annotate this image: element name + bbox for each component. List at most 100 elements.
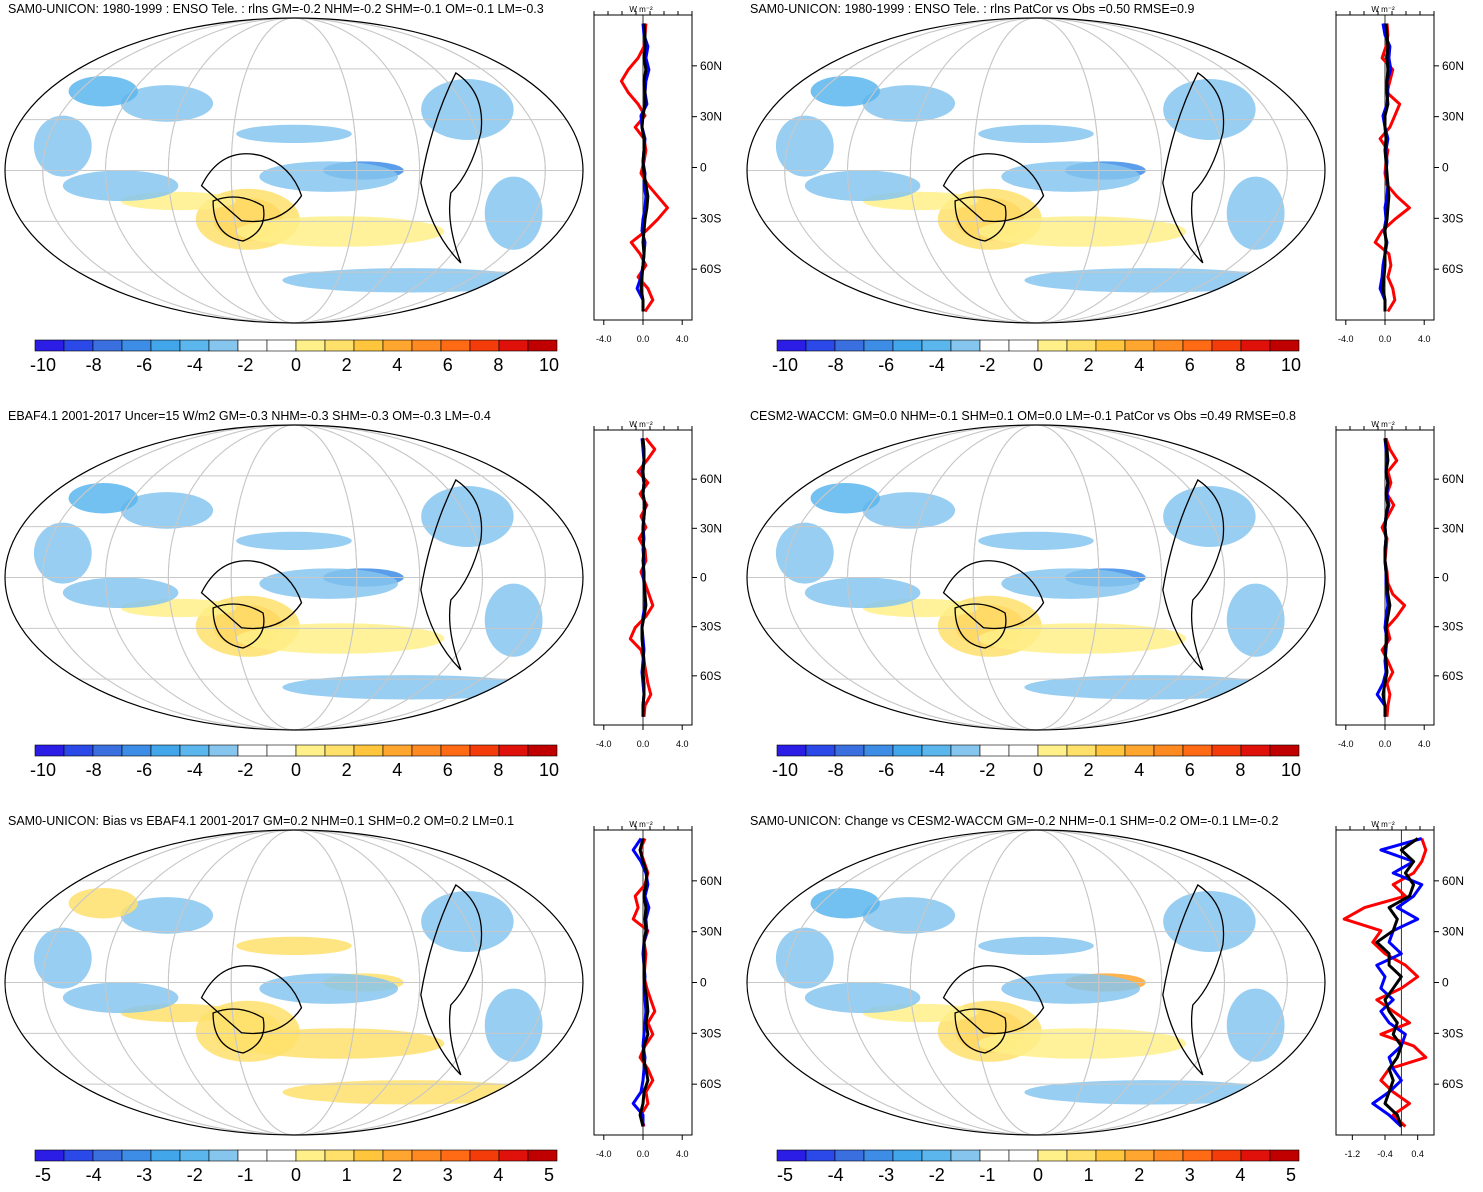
- colorbar-swatch: [527, 339, 558, 352]
- colorbar-swatch: [34, 1149, 65, 1162]
- map-field: [747, 18, 1325, 323]
- anomaly-region: [68, 887, 138, 919]
- colorbar-label: -8: [828, 355, 844, 375]
- colorbar-swatch: [1182, 744, 1213, 757]
- colorbar-swatch: [237, 744, 268, 757]
- colorbar-label: -10: [30, 760, 56, 780]
- colorbar-label: 3: [1185, 1165, 1195, 1185]
- colorbar-swatch: [1240, 1149, 1271, 1162]
- graticule-meridian: [972, 18, 1100, 323]
- colorbar-swatch: [1124, 1149, 1155, 1162]
- anomaly-region: [282, 268, 537, 293]
- colorbar-swatch: [63, 744, 94, 757]
- profile-x-label: 4.0: [676, 1149, 689, 1159]
- profile-lat-label: 60S: [700, 1077, 721, 1091]
- colorbar-label: 2: [392, 1165, 402, 1185]
- colorbar-label: -2: [979, 355, 995, 375]
- anomaly-region: [484, 583, 543, 657]
- profile-units: W m⁻²: [629, 420, 653, 429]
- anomaly-region: [1001, 973, 1141, 1004]
- colorbar-label: 4: [392, 760, 402, 780]
- anomaly-region: [484, 988, 543, 1062]
- profile-x-label: -1.2: [1345, 1149, 1361, 1159]
- anomaly-region: [1226, 176, 1285, 250]
- anomaly-region: [421, 486, 514, 547]
- profile-line-red: [1342, 838, 1428, 1128]
- anomaly-region: [1226, 583, 1285, 657]
- colorbar-label: 4: [493, 1165, 503, 1185]
- profile-line-black: [640, 438, 648, 717]
- colorbar-swatch: [237, 339, 268, 352]
- profile-lat-label: 60N: [700, 59, 722, 73]
- anomaly-region: [62, 982, 179, 1013]
- anomaly-region: [33, 927, 92, 989]
- coastline: [954, 603, 1007, 649]
- panel-canvas: SAM0-UNICON: Change vs CESM2-WACCM GM=-0…: [746, 814, 1464, 1185]
- profile-lat-label: 30S: [700, 1026, 721, 1040]
- coastline: [942, 560, 1045, 630]
- colorbar-swatch: [921, 1149, 952, 1162]
- panel-title: EBAF4.1 2001-2017 Uncer=15 W/m2 GM=-0.3 …: [8, 409, 491, 423]
- colorbar-swatch: [863, 339, 894, 352]
- profile-line-black: [1381, 23, 1391, 312]
- profile-lat-label: 30N: [1442, 521, 1464, 535]
- panel-title: CESM2-WACCM: GM=0.0 NHM=-0.1 SHM=0.1 OM=…: [750, 409, 1296, 423]
- colorbar-swatch: [1095, 339, 1126, 352]
- colorbar-label: 6: [443, 760, 453, 780]
- colorbar-label: 2: [1084, 355, 1094, 375]
- anomaly-region: [1024, 675, 1279, 700]
- graticule-meridian: [42, 425, 546, 730]
- profile-lat-label: 0: [1442, 976, 1449, 990]
- colorbar-label: 6: [1185, 760, 1195, 780]
- colorbar-swatch: [150, 744, 181, 757]
- colorbar-swatch: [805, 339, 836, 352]
- colorbar-label: 10: [1281, 760, 1301, 780]
- anomaly-region: [810, 75, 880, 107]
- colorbar-swatch: [121, 339, 152, 352]
- colorbar-label: -6: [878, 760, 894, 780]
- colorbar-label: -5: [777, 1165, 793, 1185]
- profile-lat-label: 30S: [1442, 211, 1463, 225]
- anomaly-region: [862, 897, 956, 934]
- colorbar-label: 4: [1235, 1165, 1245, 1185]
- anomaly-region: [810, 887, 880, 919]
- profile-x-label: -4.0: [1338, 334, 1354, 344]
- colorbar-swatch: [469, 744, 500, 757]
- profile-lat-label: 30N: [1442, 110, 1464, 124]
- anomaly-region: [978, 216, 1187, 247]
- colorbar-label: -6: [878, 355, 894, 375]
- colorbar-swatch: [179, 339, 210, 352]
- map-border: [4, 829, 584, 1136]
- colorbar-swatch: [1008, 339, 1039, 352]
- anomaly-region: [62, 577, 179, 608]
- colorbar-swatch: [150, 339, 181, 352]
- colorbar-label: 4: [392, 355, 402, 375]
- colorbar-label: -4: [828, 1165, 844, 1185]
- anomaly-region: [282, 675, 537, 700]
- profile-x-label: -0.4: [1377, 1149, 1393, 1159]
- colorbar-label: 0: [1033, 760, 1043, 780]
- colorbar-label: 1: [1084, 1165, 1094, 1185]
- colorbar-label: 8: [493, 760, 503, 780]
- map-field: [5, 425, 583, 730]
- profile-lat-label: 60N: [1442, 472, 1464, 486]
- anomaly-region: [259, 568, 399, 599]
- profile-x-label: -4.0: [596, 1149, 612, 1159]
- graticule-meridian: [847, 18, 1225, 323]
- colorbar-label: -2: [979, 760, 995, 780]
- profile-lat-label: 60S: [1442, 669, 1463, 683]
- colorbar-label: -5: [35, 1165, 51, 1185]
- profile-lat-label: 60S: [700, 262, 721, 276]
- colorbar-swatch: [295, 744, 326, 757]
- profile-lat-label: 60N: [700, 874, 722, 888]
- anomaly-region: [120, 85, 214, 122]
- anomaly-region: [810, 482, 880, 514]
- colorbar-label: 5: [544, 1165, 554, 1185]
- graticule-meridian: [42, 830, 546, 1135]
- profile-lat-label: 30N: [700, 925, 722, 939]
- colorbar-label: 10: [539, 760, 559, 780]
- panel-canvas: CESM2-WACCM: GM=0.0 NHM=-0.1 SHM=0.1 OM=…: [746, 409, 1464, 780]
- map-border: [4, 17, 584, 324]
- profile-line-red: [1373, 23, 1411, 313]
- colorbar-label: -2: [237, 355, 253, 375]
